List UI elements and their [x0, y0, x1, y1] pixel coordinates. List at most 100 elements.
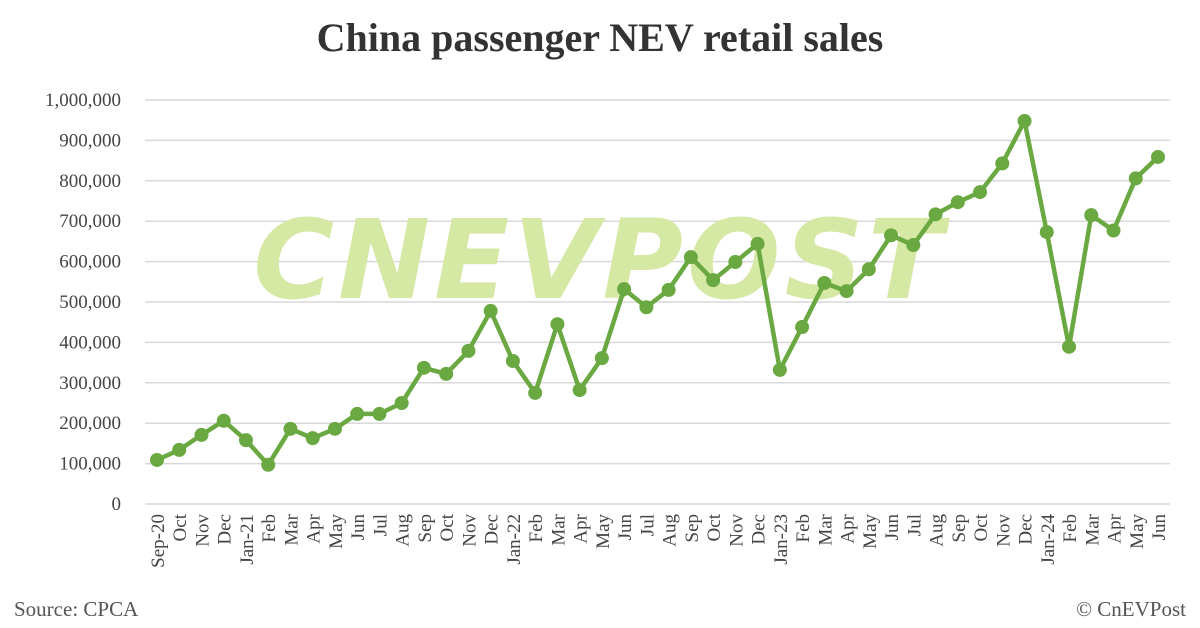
- x-tick-label: Apr: [838, 513, 859, 543]
- data-point: [1084, 208, 1099, 223]
- data-point: [661, 282, 676, 297]
- data-point: [461, 343, 476, 358]
- data-point: [261, 457, 276, 472]
- data-point: [394, 396, 409, 410]
- data-point: [1062, 339, 1077, 354]
- y-tick-label: 400,000: [59, 332, 121, 353]
- x-tick-label: Jun: [882, 514, 903, 541]
- x-tick-label: Jun: [348, 514, 369, 541]
- x-tick-label: Oct: [170, 513, 191, 541]
- data-point: [550, 317, 565, 332]
- y-tick-label: 800,000: [59, 171, 121, 192]
- data-point: [505, 353, 520, 368]
- x-tick-label: May: [593, 514, 614, 549]
- data-point: [305, 431, 320, 446]
- data-point: [795, 320, 810, 335]
- data-point: [194, 427, 209, 442]
- y-tick-label: 100,000: [59, 454, 121, 475]
- x-tick-label: May: [326, 514, 347, 549]
- data-point: [350, 406, 365, 421]
- x-tick-label: Jul: [904, 514, 925, 536]
- y-tick-label: 300,000: [59, 373, 121, 394]
- data-point: [1017, 114, 1032, 129]
- x-tick-label: Sep: [682, 514, 703, 543]
- x-tick-label: Apr: [1105, 513, 1126, 543]
- y-tick-label: 500,000: [59, 292, 121, 313]
- x-tick-label: Sep-20: [148, 514, 169, 568]
- x-tick-label: Sep: [415, 514, 436, 543]
- x-tick-label: Nov: [993, 514, 1014, 547]
- data-point: [839, 284, 854, 299]
- y-tick-label: 0: [112, 494, 122, 515]
- watermark-logo: CNEVPOST: [253, 196, 950, 324]
- x-tick-label: Jul: [370, 514, 391, 536]
- x-tick-label: Nov: [459, 514, 480, 547]
- y-tick-label: 900,000: [59, 130, 121, 151]
- data-point: [706, 273, 721, 288]
- data-point: [327, 421, 342, 436]
- data-point: [439, 366, 454, 381]
- data-point: [995, 156, 1010, 171]
- x-tick-label: May: [1127, 514, 1148, 549]
- data-point: [639, 300, 654, 315]
- data-point: [150, 452, 164, 467]
- data-point: [1039, 225, 1054, 240]
- data-point: [483, 303, 498, 318]
- data-point: [817, 276, 832, 291]
- x-tick-label: Dec: [1016, 514, 1037, 545]
- data-point: [750, 236, 765, 251]
- data-point: [617, 282, 632, 297]
- x-tick-label: Feb: [259, 514, 280, 543]
- chart-title: China passenger NEV retail sales: [316, 15, 884, 60]
- y-tick-label: 1,000,000: [45, 90, 121, 111]
- data-point: [728, 255, 743, 270]
- x-tick-label: Oct: [437, 513, 458, 541]
- x-tick-label: Jul: [637, 514, 658, 536]
- x-tick-label: Mar: [1082, 513, 1103, 545]
- data-point: [906, 238, 921, 253]
- x-tick-label: Jun: [615, 514, 636, 541]
- x-tick-label: Mar: [281, 513, 302, 545]
- x-tick-label: Aug: [927, 514, 948, 547]
- data-point: [928, 207, 943, 222]
- y-tick-label: 600,000: [59, 252, 121, 273]
- y-tick-label: 200,000: [59, 413, 121, 434]
- x-tick-label: Sep: [949, 514, 970, 543]
- x-tick-label: Oct: [971, 513, 992, 541]
- x-tick-label: Dec: [482, 514, 503, 545]
- data-point: [372, 406, 387, 421]
- data-point: [416, 360, 431, 375]
- x-tick-label: Jun: [1149, 514, 1170, 541]
- data-point: [238, 433, 253, 448]
- x-tick-label: Apr: [571, 513, 592, 543]
- x-tick-label: Dec: [215, 514, 236, 545]
- x-tick-label: Mar: [548, 513, 569, 545]
- y-tick-label: 700,000: [59, 211, 121, 232]
- x-tick-label: May: [860, 514, 881, 549]
- data-point: [683, 250, 698, 265]
- x-tick-label: Feb: [793, 514, 814, 543]
- data-point: [1128, 171, 1143, 186]
- data-point: [772, 362, 787, 377]
- x-tick-label: Nov: [726, 514, 747, 547]
- x-tick-label: Aug: [660, 514, 681, 547]
- data-point: [1151, 149, 1165, 164]
- series-line: [156, 118, 1160, 468]
- x-tick-label: Oct: [704, 513, 725, 541]
- x-tick-label: Jan-24: [1038, 514, 1059, 565]
- x-tick-label: Aug: [393, 514, 414, 547]
- x-tick-label: Jan-23: [771, 514, 792, 565]
- data-point: [594, 351, 609, 366]
- x-tick-label: Apr: [304, 513, 325, 543]
- x-tick-label: Feb: [1060, 514, 1081, 543]
- x-tick-label: Jan-22: [504, 514, 525, 565]
- x-tick-label: Feb: [526, 514, 547, 543]
- data-point: [950, 195, 965, 210]
- data-point: [283, 421, 298, 436]
- x-tick-label: Dec: [749, 514, 770, 545]
- data-point: [528, 385, 543, 400]
- source-note: Source: CPCA: [14, 597, 139, 621]
- data-point: [1106, 223, 1121, 238]
